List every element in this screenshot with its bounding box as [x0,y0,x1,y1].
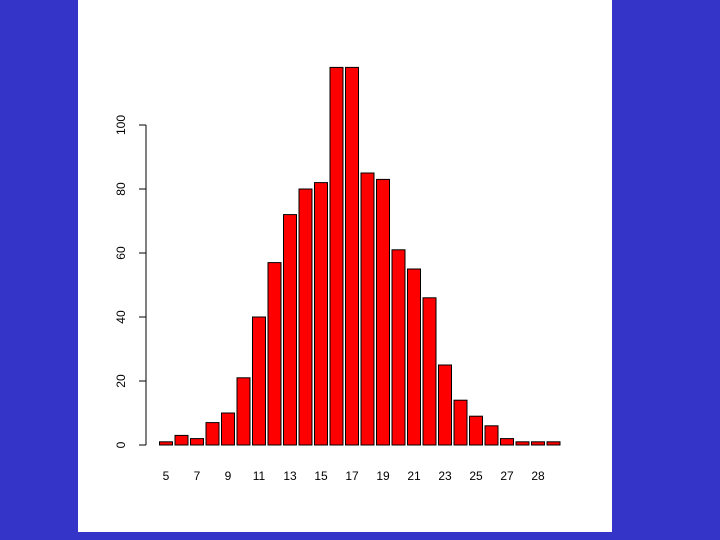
x-tick-label: 21 [407,469,421,483]
bar [422,297,437,446]
bar [190,438,204,446]
x-tick-label: 27 [500,469,514,483]
y-tick-label: 60 [114,246,128,260]
bar [205,422,220,446]
x-tick-label: 15 [314,469,328,483]
y-tick-label: 0 [114,441,128,448]
x-tick-label: 11 [253,469,266,483]
y-tick-label: 20 [114,374,128,388]
bar [159,441,173,446]
bar [252,316,266,446]
bar [407,268,421,446]
bar [267,262,282,446]
bar [345,66,359,446]
x-tick-label: 25 [469,469,483,483]
x-tick-label: 23 [438,469,452,483]
bar [329,66,344,446]
y-tick-label: 40 [114,310,128,324]
bar [360,172,375,446]
y-tick-label: 80 [114,182,128,196]
bar [391,249,406,446]
bar [221,412,235,446]
x-tick-label: 13 [283,469,297,483]
x-tick-label: 7 [194,469,201,483]
x-tick-label: 28 [531,469,545,483]
bar [236,377,251,446]
x-tick-label: 5 [163,469,170,483]
bar [376,178,390,446]
bar [298,188,313,446]
bar [546,441,561,446]
bar [438,364,452,446]
x-tick-label: 17 [345,469,359,483]
bar [500,438,514,446]
bar [484,425,499,446]
bar [515,441,530,446]
x-tick-label: 19 [376,469,390,483]
bar [174,434,189,446]
bar [283,214,297,446]
bar [453,399,468,446]
bar [314,182,328,446]
bar [531,441,545,446]
y-tick-label: 100 [114,115,128,135]
x-tick-label: 9 [225,469,232,483]
bar [469,415,483,446]
